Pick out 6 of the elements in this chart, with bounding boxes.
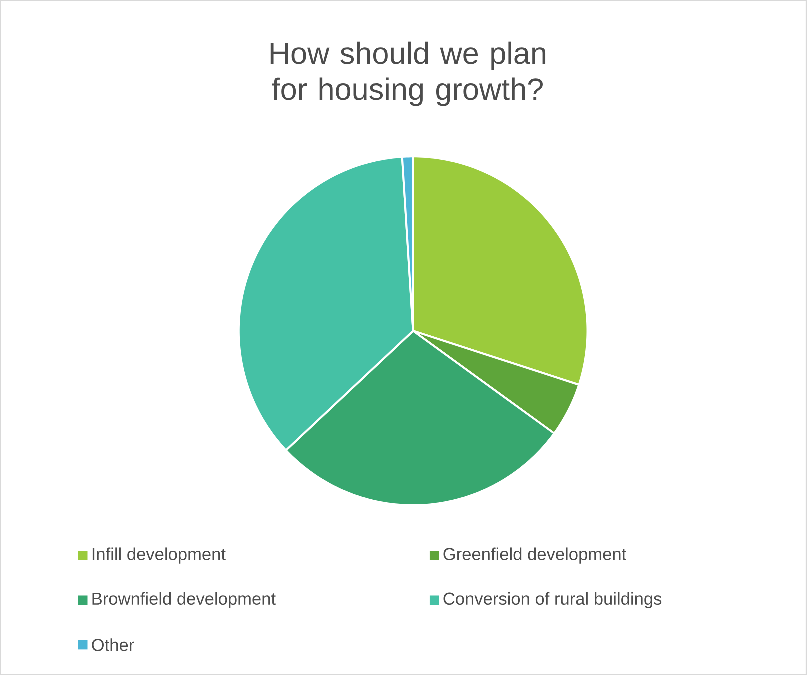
legend-label: Conversion of rural buildings bbox=[444, 592, 662, 608]
legend-label: Greenfield development bbox=[444, 548, 626, 564]
chart-title: How should we plan for housing growth? bbox=[270, 42, 546, 106]
legend-label: Brownfield development bbox=[92, 592, 276, 608]
legend-label: Other bbox=[92, 638, 134, 652]
legend-label: Infill development bbox=[92, 548, 226, 564]
